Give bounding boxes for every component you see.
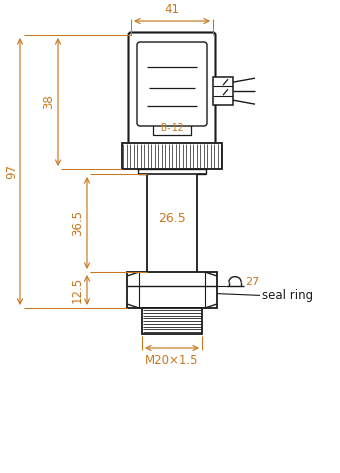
Text: 41: 41	[165, 3, 180, 16]
Bar	[142, 308, 202, 334]
Text: 97: 97	[5, 164, 18, 179]
FancyBboxPatch shape	[129, 33, 216, 146]
Bar	[213, 77, 233, 105]
Text: 38: 38	[42, 95, 55, 109]
Text: seal ring: seal ring	[262, 289, 313, 302]
Text: 36.5: 36.5	[71, 210, 84, 236]
Text: M20×1.5: M20×1.5	[145, 354, 199, 367]
Text: 26.5: 26.5	[158, 211, 186, 225]
Bar	[153, 121, 191, 135]
Text: 12.5: 12.5	[71, 277, 84, 303]
Text: B-12: B-12	[160, 123, 184, 133]
FancyBboxPatch shape	[137, 42, 207, 126]
Text: 27: 27	[245, 277, 259, 287]
Bar	[127, 272, 217, 308]
Bar	[122, 143, 222, 169]
